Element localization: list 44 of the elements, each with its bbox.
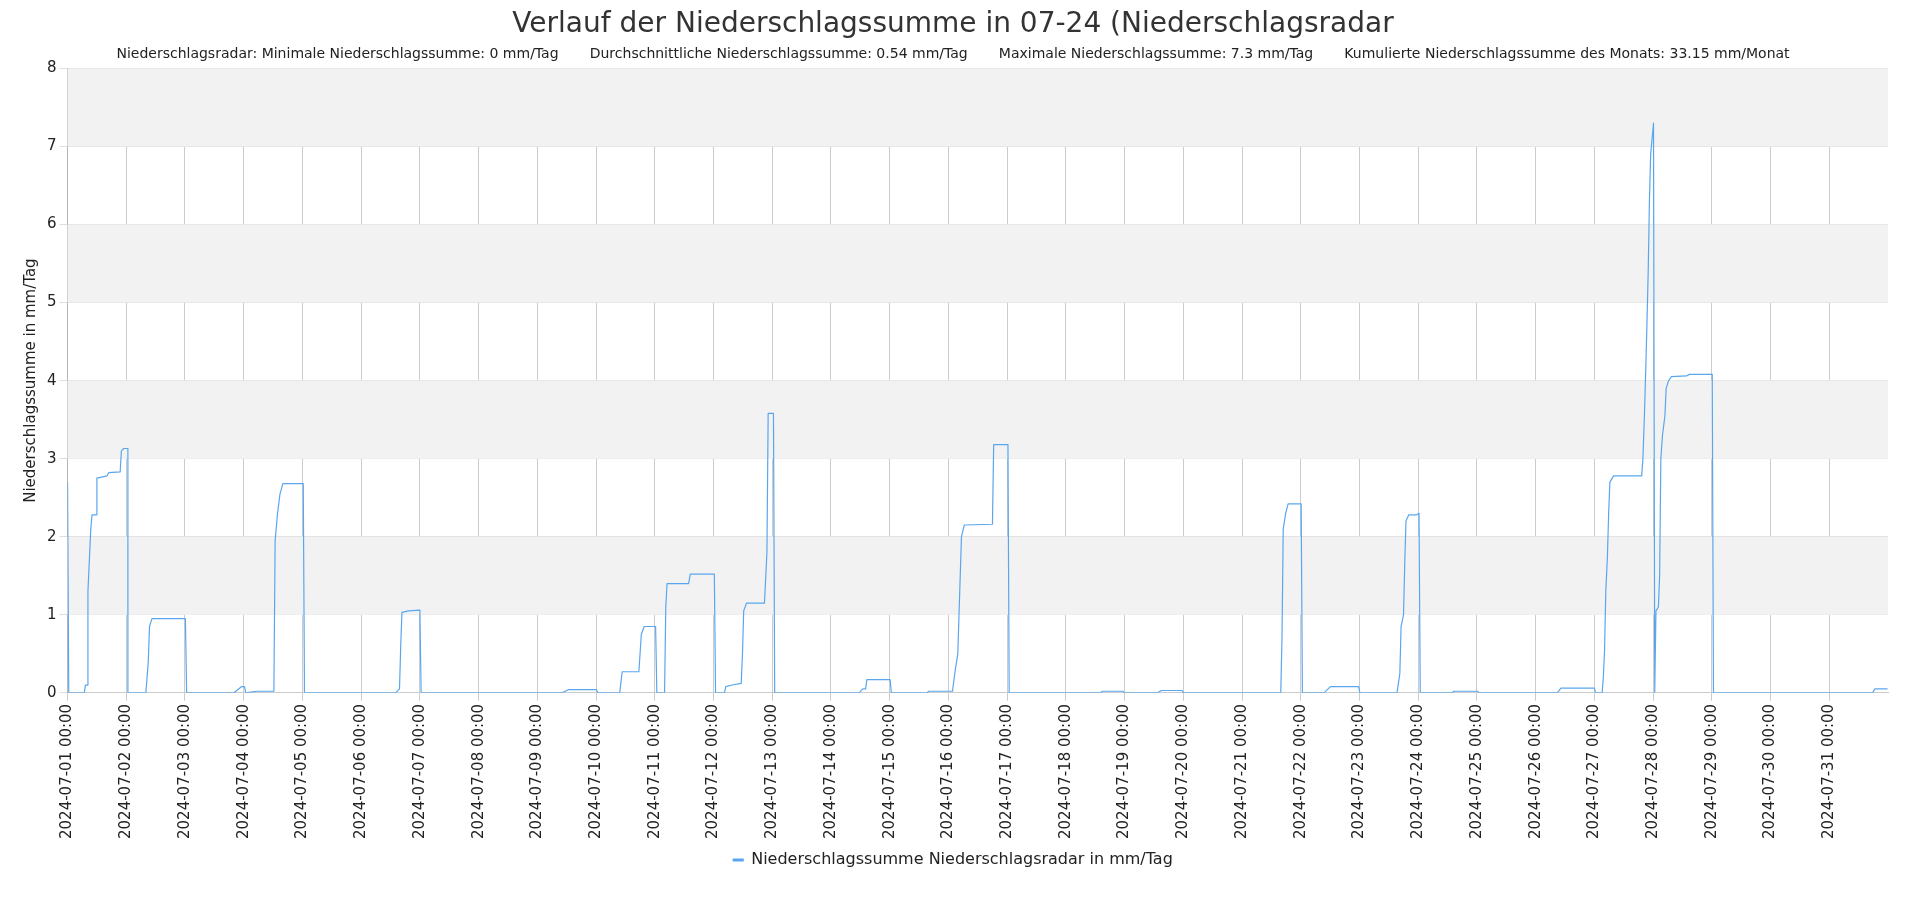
x-tick-label: 2024-07-28 00:00 [1642,703,1661,839]
x-tick-label: 2024-07-04 00:00 [233,703,252,839]
x-tick-label: 2024-07-12 00:00 [703,703,722,839]
x-tick-label: 2024-07-24 00:00 [1408,703,1427,839]
x-tick-label: 2024-07-31 00:00 [1819,703,1838,839]
y-tick-label: 8 [47,58,57,77]
x-tick-label: 2024-07-19 00:00 [1114,703,1133,839]
x-tick-label: 2024-07-22 00:00 [1290,703,1309,839]
x-tick-label: 2024-07-10 00:00 [585,703,604,839]
chart-subtitle: Niederschlagsradar: Minimale Niederschlagssumme: 0 mm/Tag Durchschnittliche Niederschlagssumme: 0.54 mm/Tag Maximale Niederschlagssumme: 7.3 mm/Tag Kumulierte Niederschlagssumme des Monats: 33.15 mm/Monat [116,44,1791,61]
y-tick-label: 3 [47,448,57,467]
y-tick-label: 4 [47,370,57,389]
x-tick-label: 2024-07-23 00:00 [1349,703,1368,839]
x-tick-label: 2024-07-05 00:00 [292,703,311,839]
x-tick-label: 2024-07-06 00:00 [351,703,370,839]
x-tick-label: 2024-07-30 00:00 [1760,703,1779,839]
legend-label: Niederschlagssumme Niederschlagsradar in mm/Tag [751,849,1173,869]
y-tick-label: 0 [47,682,57,701]
x-tick-label: 2024-07-26 00:00 [1525,703,1544,839]
y-tick-label: 7 [47,136,57,155]
y-axis-title: Niederschlagssumme in mm/Tag [20,258,39,503]
x-tick-label: 2024-07-27 00:00 [1584,703,1603,839]
x-tick-label: 2024-07-01 00:00 [57,703,76,839]
y-tick-label: 6 [47,214,57,233]
x-tick-label: 2024-07-14 00:00 [820,703,839,839]
chart-title: Verlauf der Niederschlagssumme in 07-24 (Niederschlagsradar [512,6,1395,40]
y-tick-label: 5 [47,292,57,311]
x-tick-label: 2024-07-08 00:00 [468,703,487,839]
x-tick-label: 2024-07-18 00:00 [1055,703,1074,839]
x-tick-label: 2024-07-17 00:00 [997,703,1016,839]
x-tick-label: 2024-07-11 00:00 [644,703,663,839]
x-tick-label: 2024-07-15 00:00 [879,703,898,839]
x-tick-label: 2024-07-29 00:00 [1701,703,1720,839]
x-tick-label: 2024-07-25 00:00 [1466,703,1485,839]
x-tick-label: 2024-07-07 00:00 [409,703,428,839]
x-tick-label: 2024-07-09 00:00 [527,703,546,839]
x-tick-label: 2024-07-02 00:00 [116,703,135,839]
y-tick-label: 2 [47,526,57,545]
x-tick-label: 2024-07-16 00:00 [938,703,957,839]
x-tick-label: 2024-07-21 00:00 [1231,703,1250,839]
x-tick-label: 2024-07-13 00:00 [762,703,781,839]
y-tick-label: 1 [47,604,57,623]
x-tick-label: 2024-07-20 00:00 [1173,703,1192,839]
x-tick-label: 2024-07-03 00:00 [174,703,193,839]
